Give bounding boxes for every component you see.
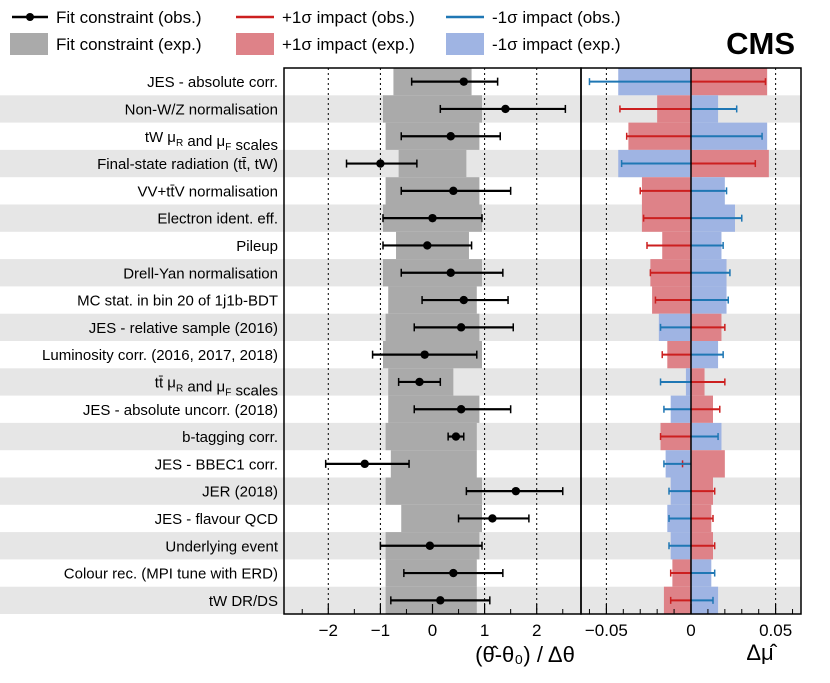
- pull-point: [449, 186, 458, 196]
- legend-down-obs: -1σ impact (obs.): [446, 8, 621, 27]
- nuisance-label: tW μR and μF scales: [145, 129, 278, 154]
- nuisance-labels: JES - absolute corr. Non-W/Z normalisatio…: [42, 74, 279, 610]
- pull-point: [436, 596, 445, 605]
- nuisance-label: JES - flavour QCD: [155, 511, 279, 528]
- pull-point: [446, 132, 455, 141]
- legend-fit-exp: Fit constraint (exp.): [10, 33, 202, 55]
- pull-point: [451, 432, 461, 441]
- legend: Fit constraint (obs.) +1σ impact (obs.) …: [10, 8, 621, 55]
- impact-tick-label: −0.05: [585, 621, 628, 640]
- legend-up-obs-label: +1σ impact (obs.): [282, 8, 415, 27]
- legend-up-exp: +1σ impact (exp.): [236, 33, 415, 55]
- pull-panel: [324, 68, 567, 614]
- legend-down-obs-label: -1σ impact (obs.): [492, 8, 621, 27]
- legend-down-exp: -1σ impact (exp.): [446, 33, 621, 55]
- legend-up-obs: +1σ impact (obs.): [236, 8, 415, 27]
- pull-tick-label: 2: [532, 621, 541, 640]
- pull-point: [456, 323, 466, 332]
- pull-point: [459, 77, 468, 86]
- nuisance-label: Luminosity corr. (2016, 2017, 2018): [42, 347, 278, 364]
- nuisance-label: JES - absolute corr.: [147, 74, 278, 91]
- pull-tick-label: −1: [371, 621, 390, 640]
- pull-point: [423, 241, 432, 250]
- nuisance-label: Underlying event: [165, 538, 278, 555]
- pull-tick-label: 1: [480, 621, 489, 640]
- up-exp-bar: [691, 450, 725, 478]
- nuisance-label: VV+tt̄V normalisation: [138, 183, 279, 200]
- experiment-label: CMS: [726, 26, 795, 61]
- nuisance-label: JER (2018): [202, 484, 278, 501]
- legend-down-exp-label: -1σ impact (exp.): [492, 35, 621, 54]
- pull-point: [511, 486, 521, 496]
- pull-point: [456, 405, 466, 414]
- pull-point: [488, 514, 497, 523]
- pull-point: [459, 295, 468, 305]
- nuisance-label: Pileup: [236, 238, 278, 255]
- legend-fit-obs: Fit constraint (obs.): [12, 8, 202, 27]
- pull-point: [501, 104, 510, 114]
- nuisance-label: MC stat. in bin 20 of 1j1b-BDT: [77, 293, 278, 310]
- nuisance-label: tt̄ μR and μF scales: [155, 374, 278, 399]
- nuisance-label: JES - relative sample (2016): [89, 320, 278, 337]
- impact-tick-label: 0: [686, 621, 695, 640]
- nuisance-label: Colour rec. (MPI tune with ERD): [64, 566, 278, 583]
- legend-up-exp-label: +1σ impact (exp.): [282, 35, 415, 54]
- pull-axis-ticks: −2 −1 0 1 2: [301, 604, 564, 640]
- pull-point: [415, 377, 424, 387]
- nuisance-label: tW DR/DS: [209, 593, 278, 610]
- pull-point: [428, 213, 437, 223]
- pull-point: [425, 541, 435, 550]
- pull-point: [376, 159, 385, 168]
- pull-tick-label: 0: [428, 621, 437, 640]
- pull-tick-label: −2: [319, 621, 338, 640]
- impact-axis-label: Δμ̂: [746, 640, 777, 665]
- nuisance-label: Non-W/Z normalisation: [125, 101, 278, 118]
- impact-panel: [588, 68, 777, 614]
- nuisance-label: Drell-Yan normalisation: [123, 265, 278, 282]
- legend-fit-obs-label: Fit constraint (obs.): [56, 8, 202, 27]
- pull-point: [420, 350, 429, 359]
- pull-point: [360, 459, 369, 469]
- nuisance-label: b-tagging corr.: [182, 429, 278, 446]
- pull-point: [449, 568, 458, 578]
- nuisance-label: JES - BBEC1 corr.: [155, 456, 278, 473]
- legend-fit-exp-label: Fit constraint (exp.): [56, 35, 202, 54]
- nuisance-label: JES - absolute uncorr. (2018): [83, 402, 278, 419]
- impact-axis-ticks: −0.05 0 0.05: [585, 604, 794, 640]
- impact-tick-label: 0.05: [759, 621, 792, 640]
- pull-point: [446, 268, 455, 277]
- nuisance-label: Final-state radiation (tt̄, tW): [97, 156, 278, 173]
- pull-axis-label: (θ̂-θ₀) / Δθ: [475, 642, 575, 667]
- nuisance-label: Electron ident. eff.: [157, 211, 278, 228]
